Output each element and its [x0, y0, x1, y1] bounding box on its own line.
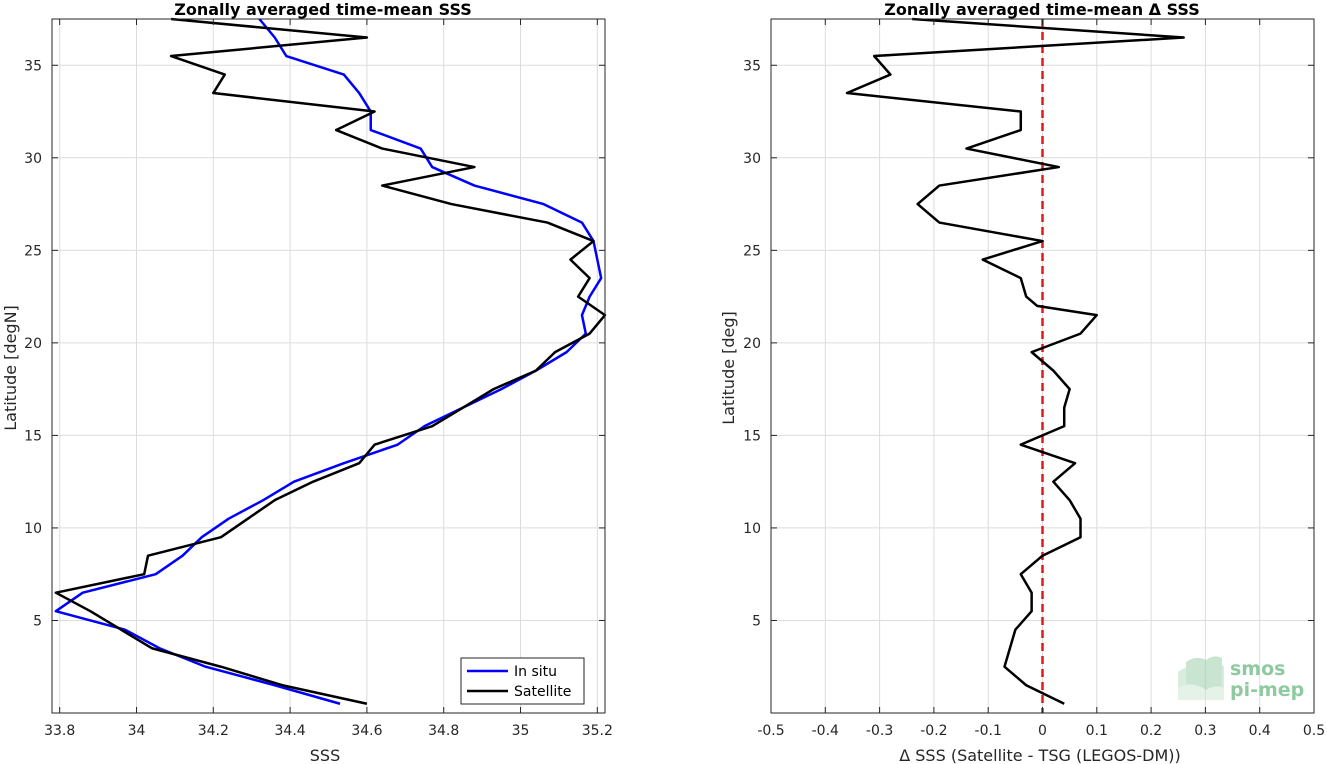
y-tick-label: 35: [743, 58, 761, 74]
y-tick-label: 20: [24, 336, 42, 352]
series-layer: [845, 17, 1185, 705]
x-tick-label: 34.8: [428, 723, 459, 739]
x-tick-label: 34.4: [275, 723, 306, 739]
y-tick-label: 10: [743, 521, 761, 537]
x-tick-label: 35: [512, 723, 530, 739]
x-tick-label: 35.2: [582, 723, 613, 739]
legend: In situ Satellite: [460, 657, 585, 705]
legend-label-in-situ: In situ: [514, 664, 557, 680]
x-tick-label: -0.2: [920, 723, 947, 739]
x-tick-label: 34: [128, 723, 146, 739]
x-tick-label: -0.3: [866, 723, 893, 739]
x-tick-label: 0.3: [1194, 723, 1216, 739]
x-tick-label: 33.8: [44, 723, 75, 739]
x-tick-label: -0.4: [812, 723, 839, 739]
ticks: 33.8 34 34.2 34.4 34.6 34.8 35 35.2 5 10 15 20 25 30 3…: [24, 19, 613, 739]
x-tick-label: 34.6: [351, 723, 382, 739]
ticks: -0.5 -0.4 -0.3 -0.2 -0.1 0 0.1 0.2 0.3 0.4 0.5 5 10 1…: [743, 19, 1325, 739]
x-tick-label: -0.5: [757, 723, 784, 739]
logo-wave-icon: [1178, 656, 1224, 700]
y-tick-label: 5: [33, 613, 42, 629]
y-tick-label: 10: [24, 521, 42, 537]
sss-panel: Zonally averaged time-mean SSS 33.8 34 34.…: [1, 0, 613, 764]
x-tick-label: 0.2: [1140, 723, 1162, 739]
y-tick-label: 35: [24, 58, 42, 74]
y-axis-label: Latitude [degN]: [1, 305, 20, 431]
x-tick-label: -0.1: [975, 723, 1002, 739]
axes-frame: [51, 18, 606, 714]
x-axis-label: Δ SSS (Satellite - TSG (LEGOS-DM)): [899, 746, 1181, 764]
series-layer: [54, 17, 607, 705]
y-tick-label: 20: [743, 336, 761, 352]
delta-sss-panel: Zonally averaged time-mean Δ SSS -0.5 -0.…: [719, 0, 1325, 764]
grid: [52, 19, 605, 713]
legend-label-satellite: Satellite: [514, 684, 571, 700]
logo-text-pi-mep: pi-mep: [1230, 679, 1304, 701]
y-tick-label: 15: [743, 428, 761, 444]
series-line-delta: [845, 17, 1185, 705]
legend-box: [460, 657, 585, 705]
series-line-satellite: [54, 17, 607, 705]
y-tick-label: 30: [24, 151, 42, 167]
x-tick-label: 0.5: [1303, 723, 1325, 739]
x-tick-label: 0.4: [1249, 723, 1271, 739]
y-tick-label: 25: [24, 243, 42, 259]
logo-text-smos: smos: [1230, 658, 1285, 680]
x-axis-label: SSS: [310, 746, 340, 764]
smos-pi-mep-logo: smos pi-mep: [1178, 656, 1304, 701]
y-axis-label: Latitude [deg]: [719, 311, 738, 425]
y-tick-label: 25: [743, 243, 761, 259]
chart-title: Zonally averaged time-mean SSS: [174, 0, 472, 19]
y-tick-label: 15: [24, 428, 42, 444]
x-tick-label: 0: [1038, 723, 1047, 739]
y-tick-label: 30: [743, 151, 761, 167]
x-tick-label: 34.2: [198, 723, 229, 739]
chart-title: Zonally averaged time-mean Δ SSS: [884, 0, 1200, 19]
series-line-in-situ: [54, 18, 603, 705]
y-tick-label: 5: [752, 613, 761, 629]
x-tick-label: 0.1: [1086, 723, 1108, 739]
